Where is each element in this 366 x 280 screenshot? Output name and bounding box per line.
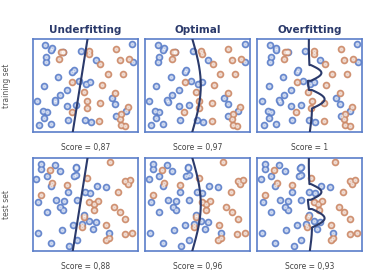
Text: Score = 0,97: Score = 0,97 — [173, 143, 222, 152]
Text: Score = 0,87: Score = 0,87 — [61, 143, 110, 152]
Text: Overfitting: Overfitting — [278, 25, 342, 35]
Text: training set: training set — [2, 63, 11, 108]
Text: Optimal: Optimal — [174, 25, 221, 35]
Text: Score = 1: Score = 1 — [291, 143, 328, 152]
Text: Score = 0,96: Score = 0,96 — [173, 262, 222, 271]
Text: Score = 0,88: Score = 0,88 — [61, 262, 110, 271]
Text: Score = 0,93: Score = 0,93 — [285, 262, 335, 271]
Text: Underfitting: Underfitting — [49, 25, 122, 35]
Text: test set: test set — [2, 190, 11, 219]
